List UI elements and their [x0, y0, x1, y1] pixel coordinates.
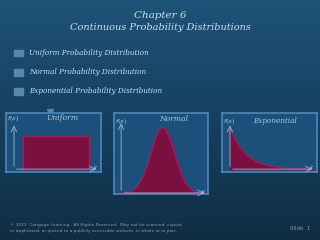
- Bar: [0, 120, 320, 123]
- Bar: [0, 21, 320, 24]
- Bar: [0, 123, 320, 126]
- Bar: [0, 219, 320, 222]
- Bar: [0, 231, 320, 234]
- Bar: [0, 102, 320, 105]
- Bar: [0, 6, 320, 9]
- Bar: [0, 135, 320, 138]
- Text: © 2012  Cengage Learning.  All Rights Reserved.  May not be scanned, copied
or d: © 2012 Cengage Learning. All Rights Rese…: [10, 223, 181, 233]
- Text: Chapter 6: Chapter 6: [134, 11, 186, 20]
- Bar: [0, 228, 320, 231]
- Bar: [0, 18, 320, 21]
- Bar: [0, 237, 320, 240]
- Bar: [0, 24, 320, 27]
- Bar: [0, 60, 320, 63]
- Bar: [0, 87, 320, 90]
- Bar: [0, 42, 320, 45]
- Bar: [0, 15, 320, 18]
- Bar: [0, 144, 320, 147]
- Bar: [0, 129, 320, 132]
- Bar: [0, 183, 320, 186]
- Bar: [0, 168, 320, 171]
- Text: Uniform Probability Distribution: Uniform Probability Distribution: [29, 49, 148, 57]
- Bar: [0, 99, 320, 102]
- Bar: [0, 75, 320, 78]
- Bar: [0, 213, 320, 216]
- Bar: [0, 78, 320, 81]
- Text: Exponential: Exponential: [253, 117, 297, 125]
- Text: Continuous Probability Distributions: Continuous Probability Distributions: [69, 23, 251, 32]
- Bar: [0, 210, 320, 213]
- Bar: [0, 117, 320, 120]
- Bar: [0, 150, 320, 153]
- Bar: [0, 132, 320, 135]
- Bar: [0, 39, 320, 42]
- Bar: [0, 0, 320, 3]
- Bar: [0, 225, 320, 228]
- Bar: [0, 153, 320, 156]
- Bar: [0, 3, 320, 6]
- Bar: [0, 126, 320, 129]
- Bar: [0, 234, 320, 237]
- Bar: [0, 45, 320, 48]
- Bar: [0, 198, 320, 201]
- Text: Exponential Probability Distribution: Exponential Probability Distribution: [29, 87, 162, 95]
- Bar: [14, 69, 23, 76]
- Bar: [0, 177, 320, 180]
- Bar: [0, 216, 320, 219]
- Bar: [0, 48, 320, 51]
- Bar: [0, 105, 320, 108]
- Bar: [0, 159, 320, 162]
- Text: $f(x)$: $f(x)$: [223, 117, 236, 126]
- Bar: [0, 66, 320, 69]
- Bar: [0, 201, 320, 204]
- Bar: [0, 165, 320, 168]
- Text: Slide  1: Slide 1: [290, 226, 310, 230]
- Text: Uniform: Uniform: [46, 114, 78, 122]
- Bar: [0, 72, 320, 75]
- Bar: [0, 222, 320, 225]
- Bar: [0, 147, 320, 150]
- Text: $f(x)$: $f(x)$: [7, 114, 20, 123]
- Bar: [0, 9, 320, 12]
- Bar: [0, 192, 320, 195]
- Bar: [0, 195, 320, 198]
- Text: Normal Probability Distribution: Normal Probability Distribution: [29, 68, 146, 76]
- Bar: [14, 88, 23, 95]
- Bar: [0, 108, 320, 111]
- Bar: [0, 84, 320, 87]
- Bar: [0, 30, 320, 33]
- Text: $x$: $x$: [308, 164, 315, 172]
- Bar: [0, 204, 320, 207]
- Bar: [0, 69, 320, 72]
- Bar: [0, 81, 320, 84]
- Bar: [0, 162, 320, 165]
- Bar: [0, 156, 320, 159]
- Bar: [0, 33, 320, 36]
- Bar: [0, 189, 320, 192]
- Bar: [0, 12, 320, 15]
- Text: $x$: $x$: [199, 188, 206, 196]
- Bar: [0, 90, 320, 93]
- Bar: [0, 114, 320, 117]
- Bar: [0, 111, 320, 114]
- Bar: [0, 207, 320, 210]
- Bar: [14, 50, 23, 56]
- Bar: [0, 174, 320, 177]
- Bar: [0, 93, 320, 96]
- Bar: [0, 141, 320, 144]
- Bar: [0, 96, 320, 99]
- Bar: [0, 54, 320, 57]
- Bar: [0, 57, 320, 60]
- Bar: [0, 63, 320, 66]
- Text: $x$: $x$: [92, 164, 99, 172]
- Bar: [0, 171, 320, 174]
- Text: $f(x)$: $f(x)$: [115, 117, 127, 126]
- Bar: [0, 51, 320, 54]
- Text: Normal: Normal: [159, 115, 188, 123]
- Bar: [0, 138, 320, 141]
- Bar: [0, 27, 320, 30]
- Bar: [0, 186, 320, 189]
- Bar: [0, 180, 320, 183]
- Bar: [0, 36, 320, 39]
